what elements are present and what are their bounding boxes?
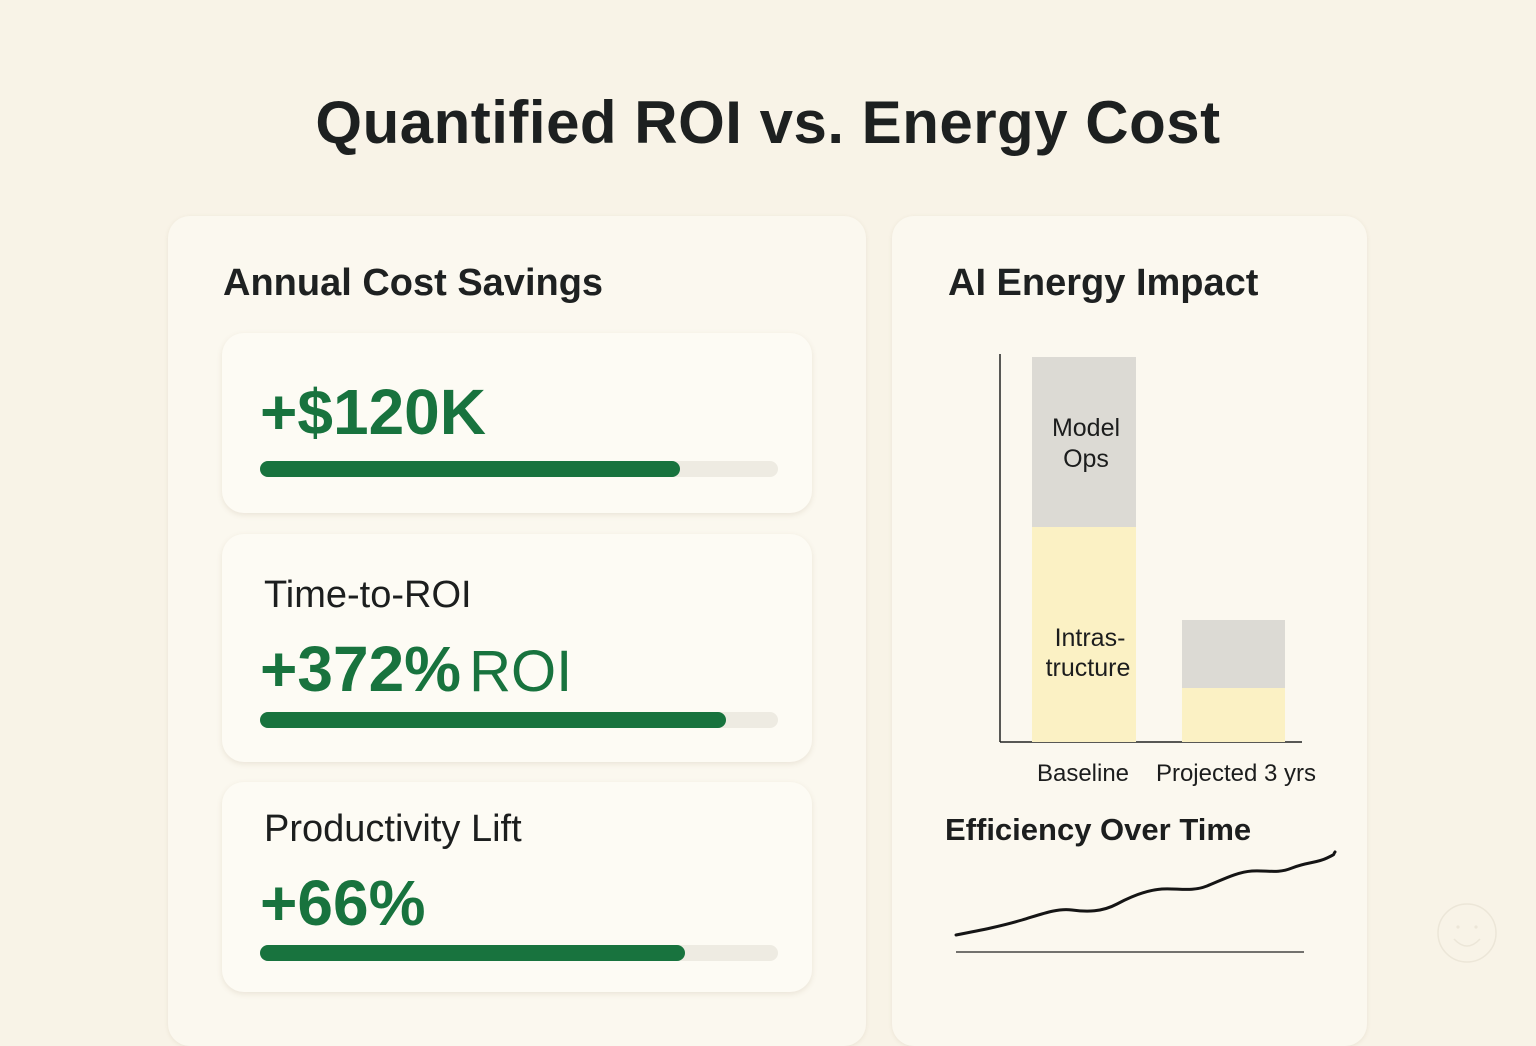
page-title: Quantified ROI vs. Energy Cost [315, 89, 1221, 156]
progress-bar [260, 945, 778, 961]
progress-bar-fill [260, 712, 727, 728]
metric-value-text: +$120K [260, 376, 486, 448]
metric-label: Productivity Lift [264, 808, 522, 850]
metric-value: +$120K [260, 375, 486, 449]
metric-value-text: +66% [260, 867, 426, 939]
bar-label-infrastructure: Intras- [1055, 624, 1126, 652]
x-tick-projected: Projected 3 yrs [1156, 760, 1316, 787]
progress-bar-fill [260, 461, 680, 477]
efficiency-line-chart [954, 850, 1337, 953]
metric-card-cost-savings: +$120K [222, 333, 812, 513]
metric-value-text: +372% [260, 633, 462, 705]
bar-label-infrastructure-2: tructure [1046, 654, 1131, 682]
bar-label-model-ops: Model [1052, 414, 1120, 442]
ai-energy-impact-panel: AI Energy Impact Model Ops Intras- truct… [892, 216, 1367, 1046]
metric-unit: ROI [469, 639, 573, 704]
progress-bar [260, 712, 778, 728]
panel-title-annual-cost-savings: Annual Cost Savings [223, 262, 604, 304]
metric-card-time-to-roi: Time-to-ROI +372% ROI [222, 534, 812, 762]
progress-bar [260, 461, 778, 477]
smiley-icon [1437, 903, 1497, 963]
annual-cost-savings-panel: Annual Cost Savings +$120K Time-to-ROI +… [168, 216, 866, 1046]
bar-label-model-ops-2: Ops [1063, 445, 1109, 473]
efficiency-over-time-title: Efficiency Over Time [945, 812, 1252, 847]
stacked-bar-chart: Model Ops Intras- tructure Baseline Proj… [999, 354, 1316, 787]
bar-projected-infrastructure [1182, 688, 1285, 742]
metric-card-productivity-lift: Productivity Lift +66% [222, 782, 812, 992]
panel-title-ai-energy-impact: AI Energy Impact [948, 262, 1259, 304]
metric-value: +66% [260, 866, 425, 940]
metric-label: Time-to-ROI [264, 574, 472, 616]
metric-value: +372% ROI [260, 632, 572, 706]
progress-bar-fill [260, 945, 685, 961]
x-tick-baseline: Baseline [1037, 760, 1129, 787]
bar-baseline-infrastructure [1032, 527, 1136, 742]
efficiency-line [954, 850, 1337, 937]
bar-projected-model-ops [1182, 620, 1285, 688]
bar-baseline-model-ops [1032, 357, 1136, 527]
